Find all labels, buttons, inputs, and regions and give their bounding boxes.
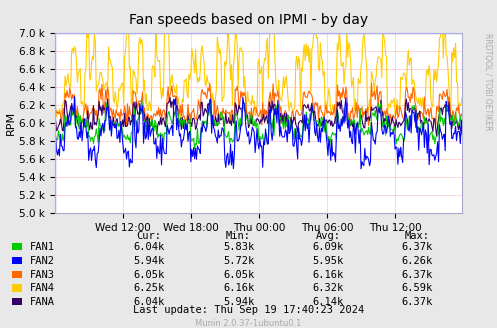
Text: 6.16k: 6.16k bbox=[223, 283, 254, 293]
Text: 5.72k: 5.72k bbox=[223, 256, 254, 266]
Text: 5.94k: 5.94k bbox=[134, 256, 165, 266]
Text: FAN3: FAN3 bbox=[30, 270, 55, 279]
Text: 6.04k: 6.04k bbox=[134, 242, 165, 252]
Text: 6.16k: 6.16k bbox=[313, 270, 343, 279]
Text: FANA: FANA bbox=[30, 297, 55, 307]
Text: FAN2: FAN2 bbox=[30, 256, 55, 266]
Text: 6.05k: 6.05k bbox=[134, 270, 165, 279]
Text: 5.94k: 5.94k bbox=[223, 297, 254, 307]
Y-axis label: RPM: RPM bbox=[6, 111, 16, 135]
Text: FAN1: FAN1 bbox=[30, 242, 55, 252]
Text: 6.05k: 6.05k bbox=[223, 270, 254, 279]
Text: 6.14k: 6.14k bbox=[313, 297, 343, 307]
Text: Last update: Thu Sep 19 17:40:23 2024: Last update: Thu Sep 19 17:40:23 2024 bbox=[133, 305, 364, 315]
Text: 6.26k: 6.26k bbox=[402, 256, 433, 266]
Text: 6.37k: 6.37k bbox=[402, 297, 433, 307]
Text: 6.59k: 6.59k bbox=[402, 283, 433, 293]
Text: 5.83k: 5.83k bbox=[223, 242, 254, 252]
Text: 5.95k: 5.95k bbox=[313, 256, 343, 266]
Text: 6.25k: 6.25k bbox=[134, 283, 165, 293]
Text: 6.04k: 6.04k bbox=[134, 297, 165, 307]
Text: 6.37k: 6.37k bbox=[402, 242, 433, 252]
Text: Munin 2.0.37-1ubuntu0.1: Munin 2.0.37-1ubuntu0.1 bbox=[195, 318, 302, 328]
Text: Max:: Max: bbox=[405, 231, 430, 241]
Text: 6.32k: 6.32k bbox=[313, 283, 343, 293]
Text: RRDTOOL / TOBI OETIKER: RRDTOOL / TOBI OETIKER bbox=[483, 33, 492, 131]
Text: Min:: Min: bbox=[226, 231, 251, 241]
Text: 6.09k: 6.09k bbox=[313, 242, 343, 252]
Text: Cur:: Cur: bbox=[137, 231, 162, 241]
Text: Avg:: Avg: bbox=[316, 231, 340, 241]
Text: FAN4: FAN4 bbox=[30, 283, 55, 293]
Text: Fan speeds based on IPMI - by day: Fan speeds based on IPMI - by day bbox=[129, 13, 368, 27]
Text: 6.37k: 6.37k bbox=[402, 270, 433, 279]
